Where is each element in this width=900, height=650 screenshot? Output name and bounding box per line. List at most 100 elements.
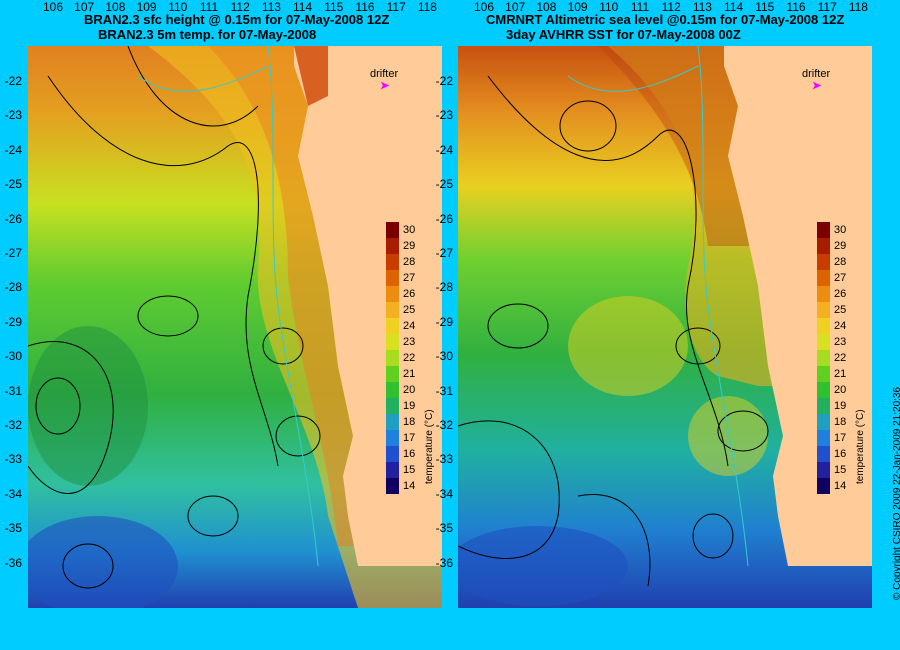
longitude-label: 113 [261, 0, 281, 14]
colorbar-tick-label: 25 [834, 304, 847, 316]
colorbar-tick-label: 24 [834, 320, 847, 332]
colorbar-tick-label: 20 [834, 384, 847, 396]
latitude-label: -27 [4, 246, 22, 260]
longitude-label: 116 [786, 0, 806, 14]
colorbar-swatch [386, 478, 399, 494]
right-colorbar-title: temperature (°C) [855, 409, 866, 484]
longitude-label: 106 [473, 0, 495, 14]
colorbar-swatch [386, 350, 399, 366]
colorbar-tick-label: 29 [834, 240, 847, 252]
colorbar-tick-label: 18 [403, 416, 416, 428]
colorbar-tick-label: 30 [403, 224, 416, 236]
right-drifter-icon: ➤ [812, 80, 822, 92]
colorbar-swatch [386, 430, 399, 446]
latitude-label: -35 [4, 521, 22, 536]
latitude-label: -25 [435, 177, 453, 192]
colorbar-tick-label: 24 [403, 320, 416, 332]
colorbar-swatch [817, 366, 830, 382]
colorbar-tick-label: 18 [834, 416, 847, 428]
colorbar-swatch [817, 462, 830, 478]
colorbar-swatch [386, 366, 399, 382]
longitude-label: 108 [105, 0, 126, 14]
latitude-label: -28 [4, 280, 22, 295]
longitude-label: 118 [417, 0, 437, 14]
colorbar-swatch [817, 286, 830, 302]
latitude-label: -34 [4, 486, 22, 501]
longitude-label: 109 [136, 0, 157, 14]
colorbar-swatch [817, 398, 830, 414]
colorbar-swatch [386, 286, 399, 302]
latitude-label: -26 [435, 211, 453, 226]
right-title-line1: CMRNRT Altimetric sea level @0.15m for 0… [486, 12, 845, 27]
latitude-label: -29 [435, 314, 453, 329]
colorbar-tick-label: 15 [403, 464, 416, 476]
left-sst-map [28, 46, 442, 608]
colorbar-swatch [386, 270, 399, 286]
colorbar-swatch [386, 254, 399, 270]
colorbar-swatch [817, 430, 830, 446]
colorbar-swatch [817, 254, 830, 270]
colorbar-swatch [386, 222, 399, 238]
colorbar-swatch [817, 446, 830, 462]
longitude-label: 107 [74, 0, 95, 14]
colorbar-tick-label: 27 [403, 272, 416, 284]
longitude-label: 110 [168, 0, 188, 14]
colorbar-tick-label: 21 [403, 368, 416, 380]
longitude-label: 109 [567, 0, 588, 14]
copyright-notice: © Copyright CSIRO 2009 22-Jan-2009 21:20… [892, 386, 900, 600]
latitude-label: -33 [4, 452, 22, 467]
latitude-label: -22 [435, 74, 453, 88]
right-colorbar: 30 29 28 27 26 25 24 23 22 21 20 19 18 17 16 15 14 tempe… [817, 222, 877, 494]
colorbar-tick-label: 17 [834, 432, 847, 444]
colorbar-tick-label: 28 [834, 256, 847, 268]
colorbar-tick-label: 19 [403, 400, 416, 412]
latitude-label: -36 [4, 555, 22, 570]
longitude-label: 117 [386, 0, 406, 14]
colorbar-swatch [817, 334, 830, 350]
right-sst-map [458, 46, 872, 608]
colorbar-tick-label: 25 [403, 304, 416, 316]
latitude-label: -24 [435, 142, 453, 157]
colorbar-swatch [817, 318, 830, 334]
longitude-label: 115 [324, 0, 344, 14]
latitude-label: -32 [4, 418, 22, 432]
colorbar-swatch [386, 398, 399, 414]
colorbar-tick-label: 16 [403, 448, 416, 460]
latitude-label: -34 [435, 486, 453, 501]
right-title-line2: 3day AVHRR SST for 07-May-2008 00Z [506, 27, 741, 42]
longitude-label: 114 [724, 0, 744, 14]
colorbar-swatch [386, 238, 399, 254]
colorbar-swatch [817, 270, 830, 286]
colorbar-tick-label: 21 [834, 368, 847, 380]
longitude-label: 114 [293, 0, 313, 14]
longitude-label: 118 [848, 0, 868, 14]
latitude-label: -32 [435, 418, 453, 432]
latitude-label: -30 [435, 349, 453, 364]
right-map-panel [458, 46, 872, 608]
left-drifter-label: drifter [370, 68, 399, 80]
longitude-label: 106 [42, 0, 64, 14]
colorbar-tick-label: 28 [403, 256, 416, 268]
colorbar-tick-label: 30 [834, 224, 847, 236]
latitude-label: -31 [4, 383, 22, 398]
latitude-label: -33 [435, 452, 453, 467]
latitude-label: -25 [4, 177, 22, 192]
left-colorbar: 30 29 28 27 26 25 24 23 22 21 20 19 18 17 16 15 14 tempe… [386, 222, 446, 494]
right-land [724, 46, 872, 566]
colorbar-swatch [817, 302, 830, 318]
colorbar-tick-label: 19 [834, 400, 847, 412]
latitude-label: -28 [435, 280, 453, 295]
colorbar-tick-label: 22 [834, 352, 847, 364]
colorbar-swatch [386, 382, 399, 398]
longitude-label: 115 [755, 0, 775, 14]
colorbar-swatch [386, 446, 399, 462]
latitude-label: -30 [4, 349, 22, 364]
latitude-label: -24 [4, 142, 22, 157]
colorbar-tick-label: 26 [403, 288, 416, 300]
left-title-line2: BRAN2.3 5m temp. for 07-May-2008 [98, 27, 317, 42]
colorbar-swatch [386, 462, 399, 478]
colorbar-swatch [817, 478, 830, 494]
longitude-label: 116 [355, 0, 375, 14]
colorbar-tick-label: 29 [403, 240, 416, 252]
colorbar-tick-label: 23 [403, 336, 416, 348]
